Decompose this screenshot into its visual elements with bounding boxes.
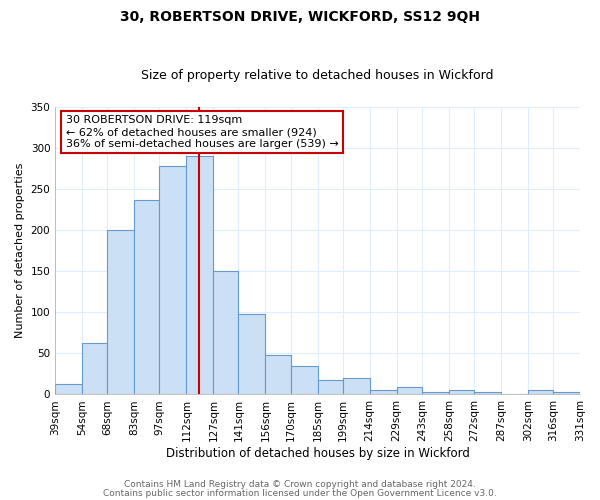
Bar bbox=[187, 156, 214, 394]
Bar bbox=[82, 342, 107, 394]
Bar bbox=[55, 384, 82, 394]
Bar bbox=[343, 378, 370, 394]
Text: 30, ROBERTSON DRIVE, WICKFORD, SS12 9QH: 30, ROBERTSON DRIVE, WICKFORD, SS12 9QH bbox=[120, 10, 480, 24]
Bar bbox=[160, 166, 187, 394]
X-axis label: Distribution of detached houses by size in Wickford: Distribution of detached houses by size … bbox=[166, 447, 470, 460]
Bar bbox=[317, 380, 343, 394]
Bar bbox=[265, 355, 290, 395]
Bar bbox=[134, 200, 160, 394]
Bar bbox=[528, 390, 553, 394]
Y-axis label: Number of detached properties: Number of detached properties bbox=[15, 163, 25, 338]
Text: 30 ROBERTSON DRIVE: 119sqm
← 62% of detached houses are smaller (924)
36% of sem: 30 ROBERTSON DRIVE: 119sqm ← 62% of deta… bbox=[65, 116, 338, 148]
Bar bbox=[422, 392, 449, 394]
Bar bbox=[449, 390, 474, 394]
Bar bbox=[238, 314, 265, 394]
Bar bbox=[397, 387, 422, 394]
Title: Size of property relative to detached houses in Wickford: Size of property relative to detached ho… bbox=[142, 69, 494, 82]
Bar bbox=[107, 230, 134, 394]
Bar bbox=[553, 392, 580, 394]
Bar bbox=[214, 271, 238, 394]
Bar bbox=[474, 392, 501, 394]
Text: Contains HM Land Registry data © Crown copyright and database right 2024.: Contains HM Land Registry data © Crown c… bbox=[124, 480, 476, 489]
Bar bbox=[290, 366, 317, 394]
Bar bbox=[370, 390, 397, 394]
Text: Contains public sector information licensed under the Open Government Licence v3: Contains public sector information licen… bbox=[103, 488, 497, 498]
